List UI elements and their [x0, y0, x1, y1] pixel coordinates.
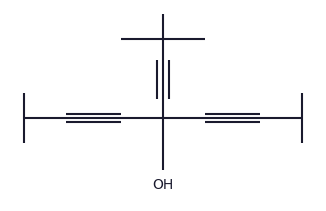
Text: OH: OH [152, 178, 174, 192]
